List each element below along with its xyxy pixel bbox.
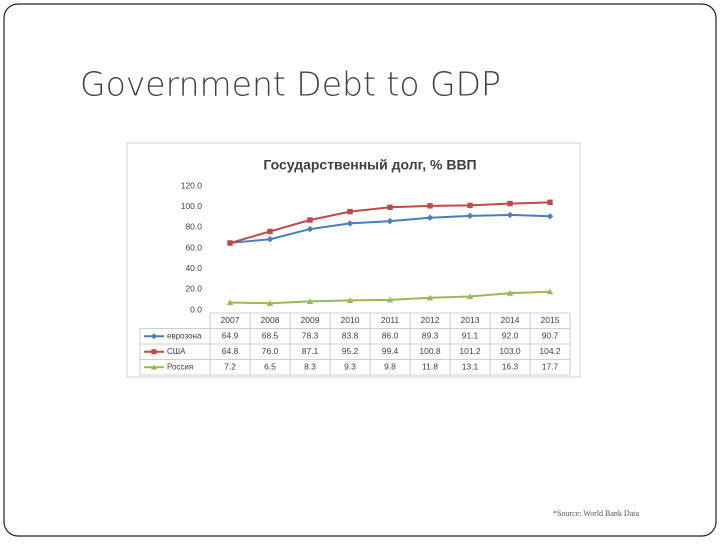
table-value: 64.9	[222, 331, 239, 341]
x-tick-label: 2008	[261, 315, 280, 325]
table-value: 6.5	[264, 362, 276, 372]
marker	[546, 213, 554, 220]
table-value: 13.1	[462, 362, 479, 372]
x-tick-label: 2009	[301, 315, 320, 325]
table-value: 104.2	[539, 346, 561, 356]
marker	[507, 200, 513, 207]
marker	[226, 299, 234, 306]
marker	[347, 208, 353, 215]
legend-label: Россия	[167, 362, 193, 371]
slide-title: Government Debt to GDP	[80, 65, 501, 104]
table-value: 7.2	[224, 362, 236, 372]
table-value: 76.0	[262, 346, 279, 356]
x-tick-label: 2011	[381, 315, 400, 325]
source-note: *Source: World Bank Data	[553, 509, 640, 518]
marker	[266, 236, 274, 243]
marker	[547, 199, 553, 206]
marker	[466, 293, 474, 300]
marker	[426, 294, 434, 301]
table-value: 91.1	[462, 331, 479, 341]
marker	[426, 214, 434, 221]
table-value: 86.0	[382, 331, 399, 341]
marker	[427, 203, 433, 209]
marker	[151, 333, 157, 340]
table-value: 83.8	[342, 331, 359, 341]
marker	[266, 300, 274, 306]
chart-title: Государственный долг, % ВВП	[263, 157, 476, 173]
y-tick-label: 20.0	[185, 284, 202, 294]
marker	[466, 212, 474, 220]
marker	[506, 211, 514, 219]
marker	[267, 228, 273, 235]
marker	[546, 288, 554, 295]
marker	[306, 298, 314, 304]
marker	[387, 204, 393, 211]
y-tick-label: 100.0	[181, 201, 203, 211]
x-tick-label: 2010	[341, 315, 360, 325]
table-value: 100.8	[419, 346, 441, 356]
x-tick-label: 2013	[461, 315, 480, 325]
marker	[227, 240, 233, 246]
table-value: 92.0	[502, 331, 519, 341]
x-tick-label: 2007	[221, 315, 240, 325]
y-tick-label: 80.0	[185, 222, 202, 232]
table-value: 8.3	[304, 362, 316, 372]
table-value: 90.7	[542, 331, 559, 341]
x-tick-label: 2014	[501, 315, 520, 325]
x-tick-label: 2012	[421, 315, 440, 325]
marker	[467, 202, 473, 209]
legend-label: еврозона	[167, 331, 202, 340]
table-value: 89.3	[422, 331, 439, 341]
table-value: 68.5	[262, 331, 279, 341]
table-value: 17.7	[542, 362, 559, 372]
legend-label: США	[167, 347, 186, 356]
table-value: 101.2	[459, 346, 481, 356]
table-value: 103.0	[499, 346, 521, 356]
chart-frame	[126, 142, 581, 378]
table-value: 11.8	[422, 362, 438, 372]
table-value: 64.8	[222, 346, 239, 356]
y-tick-label: 120.0	[181, 180, 203, 190]
table-value: 87.1	[302, 346, 319, 356]
y-tick-label: 60.0	[185, 242, 202, 252]
marker	[306, 225, 314, 233]
marker	[151, 349, 157, 355]
marker	[386, 296, 394, 303]
marker	[346, 297, 354, 303]
marker	[346, 220, 354, 227]
table-value: 16.3	[502, 362, 519, 372]
table-value: 99.4	[382, 346, 399, 356]
table-value: 9.3	[344, 362, 356, 372]
table-value: 9.8	[384, 362, 396, 372]
marker	[386, 217, 394, 225]
marker	[151, 364, 157, 370]
y-tick-label: 0.0	[190, 304, 202, 314]
marker	[307, 217, 313, 223]
x-tick-label: 2015	[541, 315, 560, 325]
table-value: 78.3	[302, 331, 319, 341]
table-value: 95.2	[342, 346, 359, 356]
y-tick-label: 40.0	[185, 263, 202, 273]
marker	[506, 289, 514, 296]
